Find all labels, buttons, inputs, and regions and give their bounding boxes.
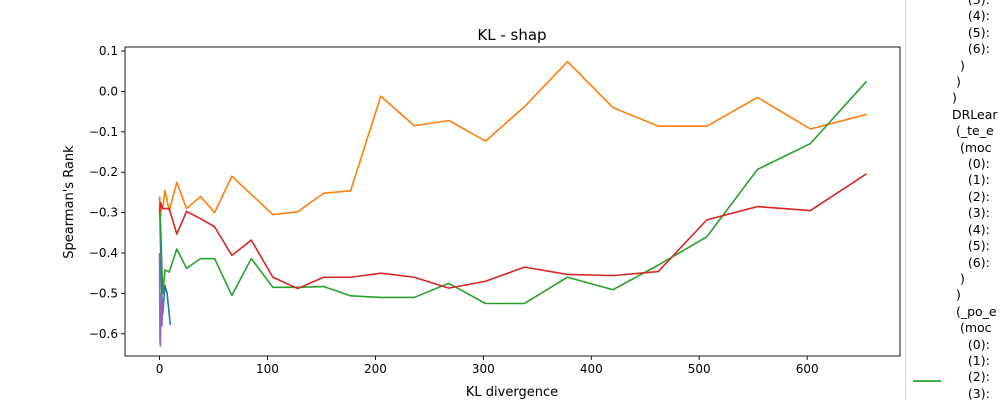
x-tick-label: 300 <box>472 362 495 376</box>
y-tick-label: −0.2 <box>89 165 118 179</box>
chart-title: KL - shap <box>477 26 546 44</box>
x-tick-label: 100 <box>256 362 279 376</box>
x-tick-label: 500 <box>688 362 711 376</box>
x-tick-label: 200 <box>364 362 387 376</box>
series-line-3 <box>158 80 868 305</box>
axes-frame <box>124 46 901 357</box>
y-tick-label: −0.1 <box>89 125 118 139</box>
x-tick-label: 400 <box>580 362 603 376</box>
x-axis-label: KL divergence <box>466 385 558 400</box>
legend-text-fragment: (3): (4): (5): (6): ) ) ) DRLear (_te_e … <box>952 0 998 401</box>
series-line-4 <box>158 173 867 290</box>
y-tick-label: 0.0 <box>99 84 118 98</box>
y-axis-label: Spearman's Rank <box>62 145 77 259</box>
plot-marks <box>158 60 868 347</box>
series-line-5 <box>158 252 164 347</box>
x-tick-label: 0 <box>156 362 164 376</box>
series-line-2 <box>158 60 867 218</box>
y-tick-label: −0.3 <box>89 206 118 220</box>
y-tick-label: −0.5 <box>89 286 118 300</box>
x-axis-ticks: 0 100 200 300 400 500 600 <box>156 356 819 376</box>
y-tick-label: 0.1 <box>99 44 118 58</box>
x-tick-label: 600 <box>796 362 819 376</box>
legend-divider <box>905 0 906 400</box>
y-axis-ticks: −0.6 −0.5 −0.4 −0.3 −0.2 −0.1 0.0 0.1 <box>89 44 125 341</box>
y-tick-label: −0.6 <box>89 327 118 341</box>
y-tick-label: −0.4 <box>89 246 118 260</box>
